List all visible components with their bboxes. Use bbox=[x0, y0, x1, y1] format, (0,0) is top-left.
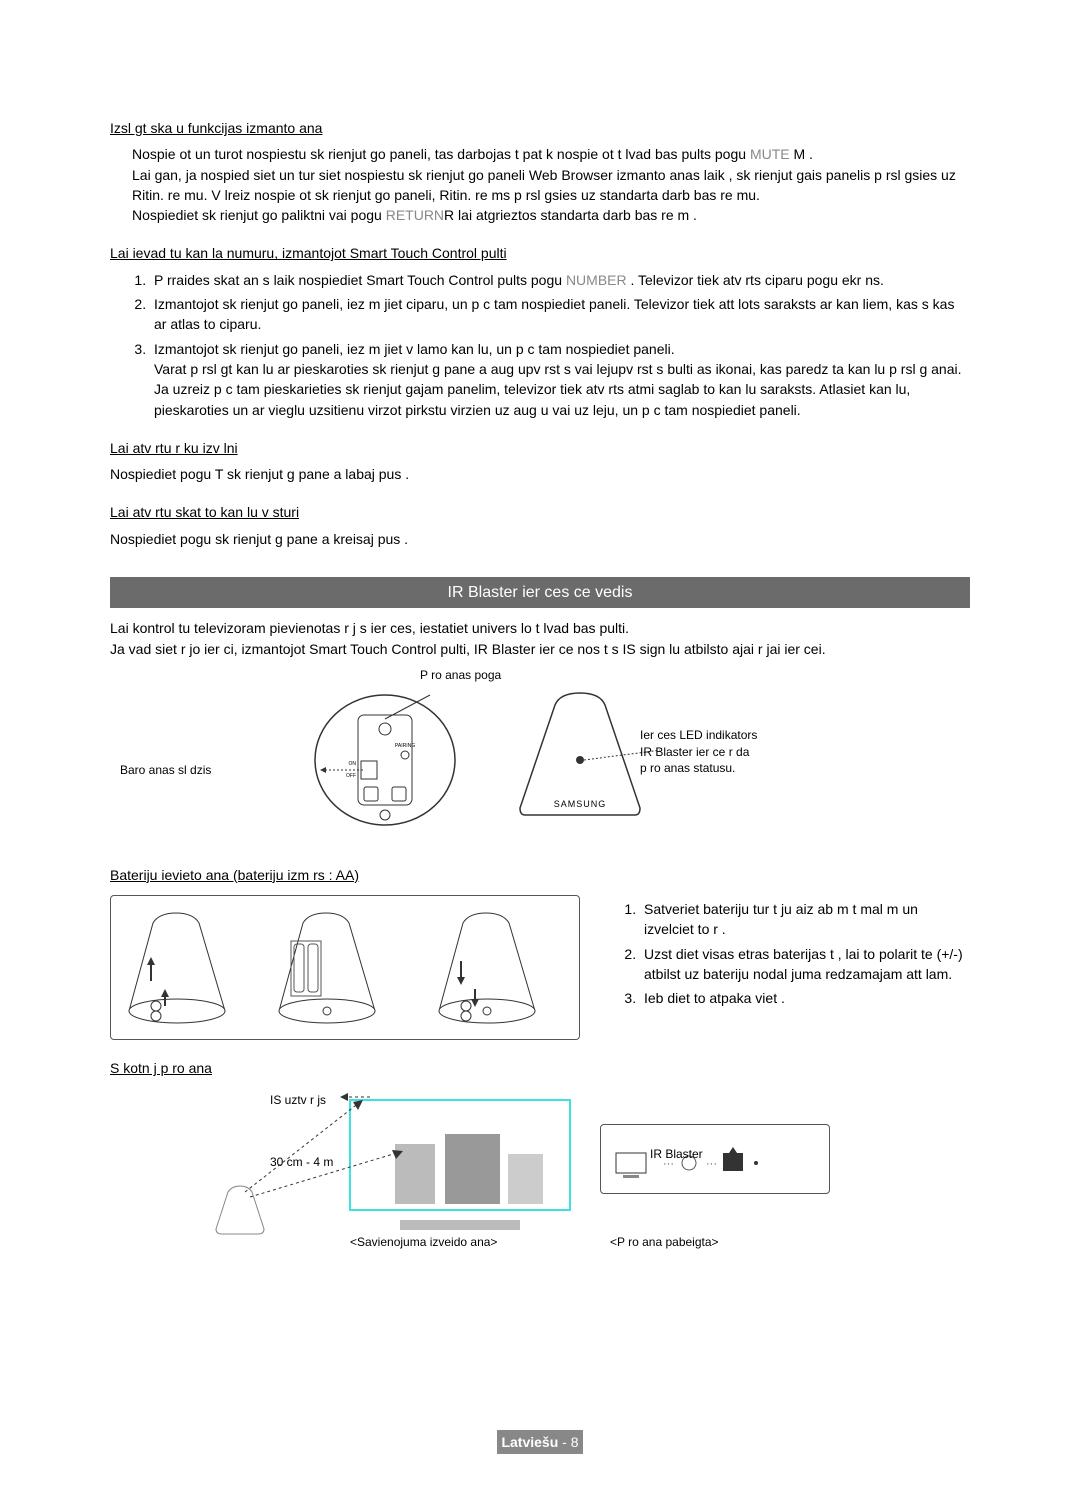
text: . Televizor tiek atv rts ciparu pogu ekr… bbox=[627, 272, 884, 288]
heading-history: Lai atv rtu skat to kan lu v sturi bbox=[110, 502, 970, 522]
text: M . bbox=[790, 146, 813, 162]
ir-blaster-top-icon: PAIRING ON OFF bbox=[310, 685, 460, 835]
label-pairing-button: P ro anas poga bbox=[420, 667, 501, 684]
label-power-switch: Baro anas sl dzis bbox=[120, 762, 211, 779]
page-footer: Latviešu - 8 bbox=[0, 1430, 1080, 1454]
para: Ja vad siet r jo ier ci, izmantojot Smar… bbox=[110, 639, 970, 659]
off-text: OFF bbox=[346, 773, 356, 779]
text: Varat p rsl gt kan lu ar pieskaroties sk… bbox=[154, 359, 970, 420]
text: Nospiediet sk rienjut go paliktni vai po… bbox=[132, 207, 386, 223]
text: Ieb diet to atpaka viet . bbox=[644, 990, 785, 1006]
label-ir-blaster-inset: IR Blaster bbox=[650, 1146, 703, 1163]
list-item: Ieb diet to atpaka viet . bbox=[640, 988, 970, 1008]
footer-sep: - bbox=[558, 1434, 570, 1450]
samsung-logo: SAMSUNG bbox=[554, 799, 607, 809]
text: IR Blaster ier ce r da bbox=[640, 744, 757, 761]
heading-menu: Lai atv rtu r ku izv lni bbox=[110, 438, 970, 458]
inset-box: ··· ··· bbox=[600, 1124, 830, 1194]
label-led: Ier ces LED indikators IR Blaster ier ce… bbox=[640, 727, 757, 777]
heading-number: Lai ievad tu kan la numuru, izmantojot S… bbox=[110, 243, 970, 263]
battery-steps-icon bbox=[111, 896, 581, 1041]
footer-lang: Latviešu bbox=[501, 1434, 558, 1450]
text: p ro anas statusu. bbox=[640, 760, 757, 777]
list-item: Satveriet bateriju tur t ju aiz ab m t m… bbox=[640, 899, 970, 940]
text-return: RETURN bbox=[386, 207, 444, 223]
svg-text:···: ··· bbox=[706, 1158, 717, 1170]
on-text: ON bbox=[349, 761, 357, 767]
heading-battery: Bateriju ievieto ana (bateriju izm rs : … bbox=[110, 865, 970, 885]
text: Izmantojot sk rienjut go paneli, iez m j… bbox=[154, 339, 970, 359]
text: Izmantojot sk rienjut go paneli, iez m j… bbox=[154, 296, 954, 332]
footer-badge: Latviešu - 8 bbox=[497, 1430, 582, 1454]
text-number: NUMBER bbox=[566, 272, 627, 288]
para: Lai kontrol tu televizoram pievienotas r… bbox=[110, 618, 970, 638]
figure-pairing: IS uztv r js 30 cm - 4 m ··· ··· bbox=[110, 1084, 970, 1254]
battery-steps-list: Satveriet bateriju tur t ju aiz ab m t m… bbox=[600, 899, 970, 1040]
list-item: P rraides skat an s laik nospiediet Smar… bbox=[150, 270, 970, 290]
footer-page: 8 bbox=[571, 1434, 579, 1450]
list-item: Izmantojot sk rienjut go paneli, iez m j… bbox=[150, 339, 970, 420]
para: Lai gan, ja nospied siet un tur siet nos… bbox=[110, 165, 970, 206]
text-mute: MUTE bbox=[750, 146, 790, 162]
figure-ir-blaster: P ro anas poga PAIRING ON OFF Baro anas … bbox=[110, 667, 970, 847]
text: P rraides skat an s laik nospiediet Smar… bbox=[154, 272, 566, 288]
caption-paired: <P ro ana pabeigta> bbox=[610, 1234, 719, 1251]
para: Nospiediet sk rienjut go paliktni vai po… bbox=[110, 205, 970, 225]
text: R lai atgrieztos standarta darb bas re m… bbox=[444, 207, 697, 223]
pairing-text: PAIRING bbox=[395, 743, 415, 749]
ir-blaster-side-icon: SAMSUNG bbox=[500, 685, 660, 835]
inset-icon: ··· ··· bbox=[601, 1125, 831, 1195]
figure-battery bbox=[110, 895, 580, 1040]
list-item: Izmantojot sk rienjut go paneli, iez m j… bbox=[150, 294, 970, 335]
text: Nospie ot un turot nospiestu sk rienjut … bbox=[132, 146, 750, 162]
text: Uzst diet visas etras baterijas t , lai … bbox=[644, 946, 963, 982]
numbered-list: P rraides skat an s laik nospiediet Smar… bbox=[110, 270, 970, 420]
para: Nospiediet pogu T sk rienjut g pane a la… bbox=[110, 464, 970, 484]
text: Satveriet bateriju tur t ju aiz ab m t m… bbox=[644, 901, 918, 937]
heading-mute: Izsl gt ska u funkcijas izmanto ana bbox=[110, 118, 970, 138]
heading-initial-pairing: S kotn j p ro ana bbox=[110, 1058, 970, 1078]
list-item: Uzst diet visas etras baterijas t , lai … bbox=[640, 944, 970, 985]
arrows-icon bbox=[240, 1092, 420, 1202]
para: Nospiediet pogu sk rienjut g pane a krei… bbox=[110, 529, 970, 549]
band-ir-blaster: IR Blaster ier ces ce vedis bbox=[110, 577, 970, 608]
caption-connecting: <Savienojuma izveido ana> bbox=[350, 1234, 497, 1251]
text: Ier ces LED indikators bbox=[640, 727, 757, 744]
para: Nospie ot un turot nospiestu sk rienjut … bbox=[110, 144, 970, 164]
